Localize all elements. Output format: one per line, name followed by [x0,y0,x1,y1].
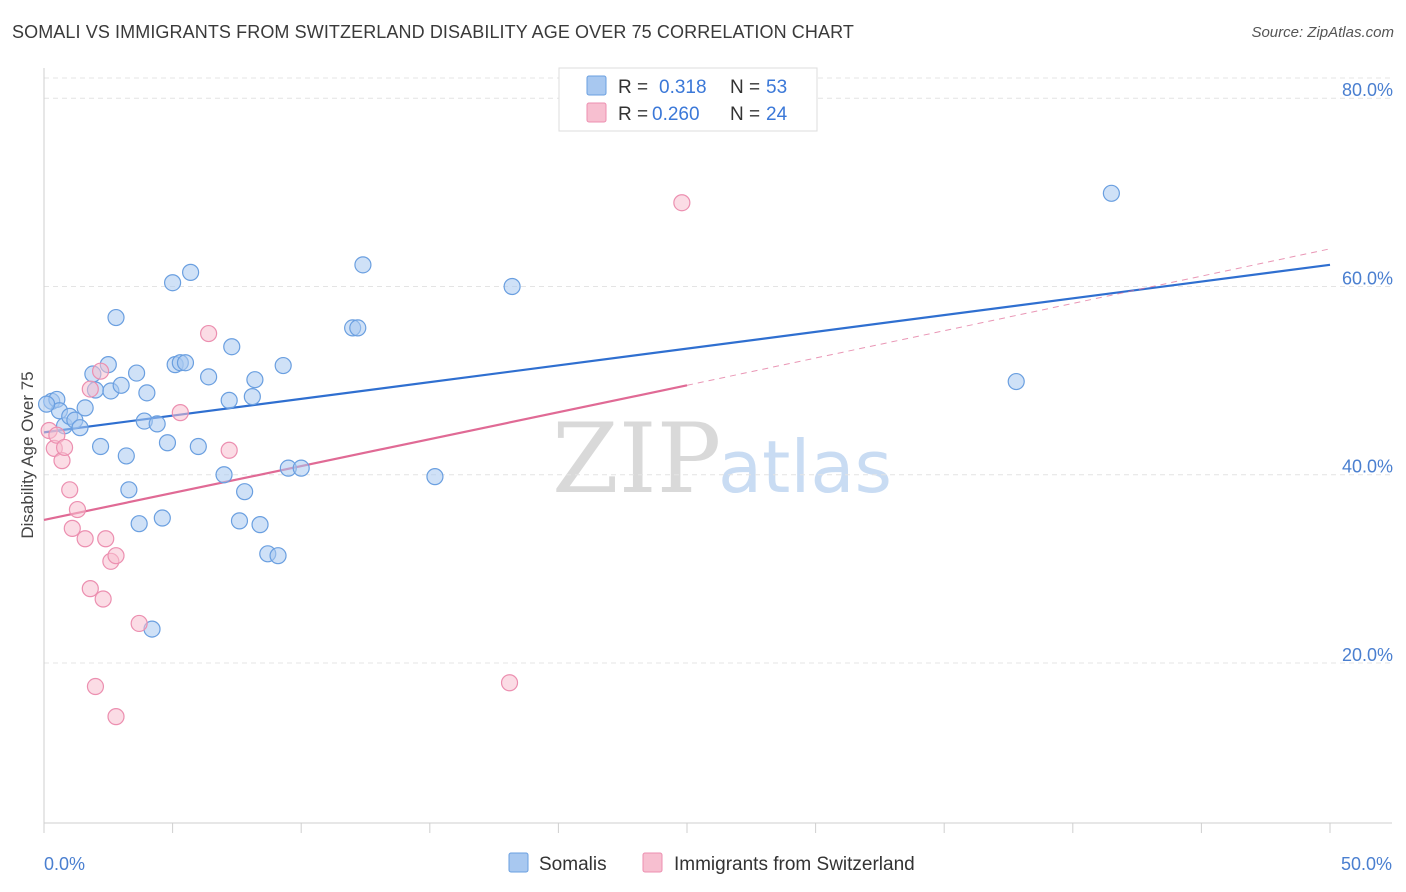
axes [43,68,1392,833]
swiss-point [55,438,74,457]
swiss-point [220,441,238,459]
legend-r-value-swiss: 0.260 [652,104,700,125]
somalis-point [112,376,130,394]
swiss-point [76,530,94,548]
somalis-point [127,364,146,382]
watermark-atlas: atlas [718,425,892,509]
swiss-point [130,614,148,633]
somalis-point [148,415,166,433]
somalis-point [269,547,287,565]
somalis-point [107,308,125,327]
somalis-point [274,356,292,375]
swiss-point [107,547,125,565]
watermark-zip: ZIP [552,403,721,515]
somalis-point [426,468,444,486]
bottom-legend-label-swiss: Immigrants from Switzerland [674,854,915,875]
somalis-point [37,395,56,413]
somalis-point [200,368,218,386]
somalis-point [230,512,249,530]
somalis-point [153,509,171,527]
somalis-point [503,277,521,296]
x-tick-label-min: 0.0% [44,854,85,874]
swiss-point [61,481,79,499]
swiss-point [86,677,105,696]
y-axis-label: Disability Age Over 75 [18,371,37,538]
grid-lines [44,77,1392,664]
trend-lines [43,248,1331,521]
somalis-point [1102,184,1120,202]
y-tick-label: 80.0% [1342,80,1393,100]
swiss-point [107,708,125,726]
somalis-point [120,481,138,499]
somalis-point [236,483,254,501]
data-points [37,184,1120,726]
swiss-point [171,404,189,422]
swiss-point [97,530,115,548]
somalis-point [246,371,264,389]
somalis-trend-line [43,263,1331,434]
swiss-point [81,580,99,598]
somalis-point [354,256,372,274]
legend-n-label-somalis: N = [730,77,760,98]
legend-n-value-swiss: 24 [766,104,788,125]
swiss-point [63,519,81,537]
swiss-trend-extension [686,248,1331,386]
y-tick-label: 20.0% [1342,645,1393,665]
swiss-point [48,426,66,444]
bottom-legend-label-somalis: Somalis [539,854,607,875]
somalis-point [223,338,241,356]
somalis-point [164,274,182,292]
somalis-point [176,354,195,372]
somalis-point [215,466,233,484]
swiss-point [500,674,519,692]
legend-r-label-somalis: R = [618,77,648,98]
bottom-legend-swatch-swiss [642,852,663,873]
somalis-point [130,515,148,533]
somalis-point [243,388,261,406]
legend-r-label-swiss: R = [618,104,648,125]
legend-swatch-somalis [586,75,607,96]
somalis-point [189,437,207,456]
somalis-point [71,419,89,437]
somalis-point [91,437,110,456]
bottom-legend-swatch-somalis [508,852,529,873]
y-tick-label: 40.0% [1342,457,1393,477]
legend-swatch-swiss [586,102,607,123]
legend-r-value-somalis: 0.318 [659,77,707,98]
somalis-point [138,384,156,402]
swiss-point [673,194,691,212]
x-tick-label-max: 50.0% [1341,854,1392,874]
somalis-point [349,319,367,337]
swiss-point [68,500,87,519]
somalis-point [117,447,135,465]
chart-title: SOMALI VS IMMIGRANTS FROM SWITZERLAND DI… [12,22,854,42]
swiss-point [94,590,112,608]
swiss-point [200,324,218,343]
y-tick-label: 60.0% [1342,268,1393,288]
somalis-point [1007,372,1025,391]
somalis-point [182,263,200,281]
somalis-point [292,459,310,477]
chart-source: Source: ZipAtlas.com [1251,24,1394,41]
swiss-point [81,380,99,398]
somalis-point [220,391,238,409]
somalis-point [158,434,177,452]
swiss-trend-line [43,384,688,521]
somalis-point [251,516,269,534]
bottom-legend: Somalis Immigrants from Switzerland [508,852,915,875]
swiss-point [91,362,110,380]
legend: R = 0.318 N = 53 R = 0.260 N = 24 [558,67,818,132]
legend-n-value-somalis: 53 [766,77,787,98]
y-tick-labels: 20.0% 40.0% 60.0% 80.0% [1342,80,1393,665]
somalis-point [76,399,94,417]
legend-n-label-swiss: N = [730,104,760,125]
